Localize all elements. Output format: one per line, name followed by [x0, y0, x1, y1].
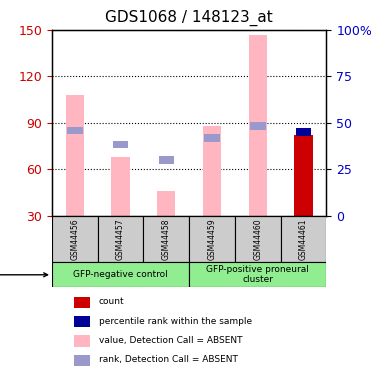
Bar	[74, 335, 91, 346]
Text: GSM44458: GSM44458	[162, 219, 171, 260]
Text: GSM44459: GSM44459	[208, 219, 217, 260]
Bar	[74, 316, 91, 327]
Text: GSM44457: GSM44457	[116, 219, 125, 260]
Title: GDS1068 / 148123_at: GDS1068 / 148123_at	[105, 10, 273, 26]
Bar	[204, 134, 220, 142]
FancyBboxPatch shape	[144, 216, 189, 262]
Text: percentile rank within the sample: percentile rank within the sample	[99, 316, 252, 326]
FancyBboxPatch shape	[235, 216, 281, 262]
Bar	[74, 297, 91, 308]
Bar	[203, 126, 221, 216]
Text: GSM44461: GSM44461	[299, 219, 308, 260]
Bar	[111, 157, 130, 216]
Bar	[158, 156, 174, 164]
Bar	[113, 141, 128, 148]
Text: GFP-negative control: GFP-negative control	[73, 270, 168, 279]
FancyBboxPatch shape	[189, 262, 326, 287]
Text: rank, Detection Call = ABSENT: rank, Detection Call = ABSENT	[99, 355, 237, 364]
Text: GFP-positive proneural
cluster: GFP-positive proneural cluster	[206, 265, 309, 285]
Bar	[296, 128, 311, 136]
Text: cell type: cell type	[0, 270, 47, 280]
Text: value, Detection Call = ABSENT: value, Detection Call = ABSENT	[99, 336, 242, 345]
Text: GSM44456: GSM44456	[70, 219, 79, 260]
FancyBboxPatch shape	[98, 216, 144, 262]
Bar	[67, 127, 83, 134]
Text: GSM44460: GSM44460	[253, 219, 262, 260]
Bar	[250, 122, 266, 130]
Bar	[66, 95, 84, 216]
Bar	[295, 135, 313, 216]
Text: count: count	[99, 297, 124, 306]
Bar	[157, 191, 175, 216]
FancyBboxPatch shape	[52, 262, 189, 287]
FancyBboxPatch shape	[52, 216, 98, 262]
Bar	[249, 34, 267, 216]
Bar	[74, 355, 91, 366]
FancyBboxPatch shape	[189, 216, 235, 262]
FancyBboxPatch shape	[281, 216, 326, 262]
